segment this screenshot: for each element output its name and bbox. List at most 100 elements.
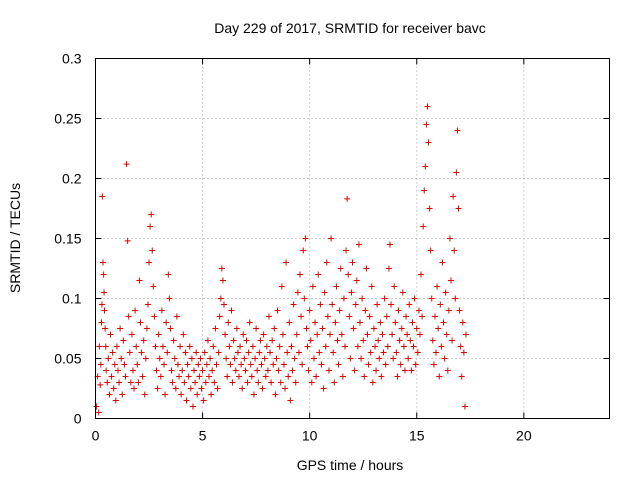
data-point (446, 235, 453, 242)
data-point (189, 403, 196, 410)
data-point (228, 307, 235, 314)
data-point (209, 367, 216, 374)
data-point (442, 289, 449, 296)
data-point (354, 343, 361, 350)
data-point (148, 211, 155, 218)
data-point (158, 307, 165, 314)
data-point (178, 391, 185, 398)
data-point (233, 325, 240, 332)
data-point (439, 259, 446, 266)
grid (95, 58, 610, 419)
data-point (369, 379, 376, 386)
data-point (318, 361, 325, 368)
data-point (288, 343, 295, 350)
y-tick-label: 0.05 (54, 351, 81, 367)
data-point (162, 391, 169, 398)
data-point (126, 349, 133, 356)
data-point (221, 301, 227, 308)
y-tick-label: 0.3 (62, 51, 82, 67)
data-point (413, 325, 420, 332)
data-point (93, 403, 100, 410)
data-point (424, 103, 431, 110)
data-point (290, 301, 297, 308)
data-point (399, 289, 406, 296)
data-point (132, 307, 139, 314)
data-point (96, 343, 103, 350)
data-point (309, 283, 316, 290)
data-point (459, 319, 466, 326)
data-point (163, 319, 170, 326)
data-point (300, 247, 307, 254)
data-point (351, 367, 358, 374)
axis-ticks (95, 58, 610, 419)
data-point (379, 331, 386, 338)
data-point (385, 265, 392, 272)
data-point (265, 313, 272, 320)
data-point (104, 379, 111, 386)
data-point (182, 349, 189, 356)
data-point (116, 379, 123, 386)
data-point (444, 367, 451, 374)
data-point (187, 385, 194, 392)
data-point (308, 379, 315, 386)
data-point (166, 295, 173, 302)
data-point (111, 361, 118, 368)
data-point (138, 349, 145, 356)
data-point (435, 325, 442, 332)
data-point (114, 367, 121, 374)
data-point (451, 247, 458, 254)
data-point (344, 195, 351, 202)
data-point (303, 325, 310, 332)
data-point (229, 379, 236, 386)
data-point (133, 343, 140, 350)
data-point (121, 361, 128, 368)
data-point (406, 301, 413, 308)
data-point (315, 271, 322, 278)
data-point (170, 337, 177, 344)
data-point (419, 313, 426, 320)
data-point (452, 295, 459, 302)
data-point (99, 193, 106, 200)
data-point (154, 385, 161, 392)
data-point (249, 343, 256, 350)
data-point (99, 259, 106, 266)
data-point (401, 367, 408, 374)
data-point (334, 337, 341, 344)
data-point (294, 289, 301, 296)
data-point (366, 313, 373, 320)
data-point (238, 361, 245, 368)
data-point (456, 307, 463, 314)
data-point (261, 355, 268, 362)
data-point (352, 301, 359, 308)
data-point (242, 367, 249, 374)
data-point (370, 325, 377, 332)
data-point (381, 295, 388, 302)
data-point (222, 331, 229, 338)
data-point (102, 325, 109, 332)
data-point (206, 373, 213, 380)
data-point (250, 391, 257, 398)
data-point (215, 349, 222, 356)
data-point (117, 325, 124, 332)
data-point (409, 319, 416, 326)
data-point (330, 349, 337, 356)
data-point (167, 325, 174, 332)
data-point (313, 373, 320, 380)
data-point (216, 313, 223, 320)
data-point (347, 355, 354, 362)
data-point (426, 205, 433, 212)
y-tick-label: 0.15 (54, 231, 81, 247)
data-point (244, 379, 251, 386)
data-point (328, 235, 335, 242)
data-point (436, 373, 443, 380)
data-point (310, 355, 317, 362)
data-point (365, 361, 372, 368)
data-point (246, 319, 253, 326)
data-point (208, 391, 215, 398)
data-point (176, 373, 183, 380)
data-point (291, 355, 298, 362)
data-point (127, 379, 134, 386)
y-tick-label: 0.1 (62, 291, 82, 307)
data-point (157, 373, 164, 380)
data-point (287, 397, 294, 404)
